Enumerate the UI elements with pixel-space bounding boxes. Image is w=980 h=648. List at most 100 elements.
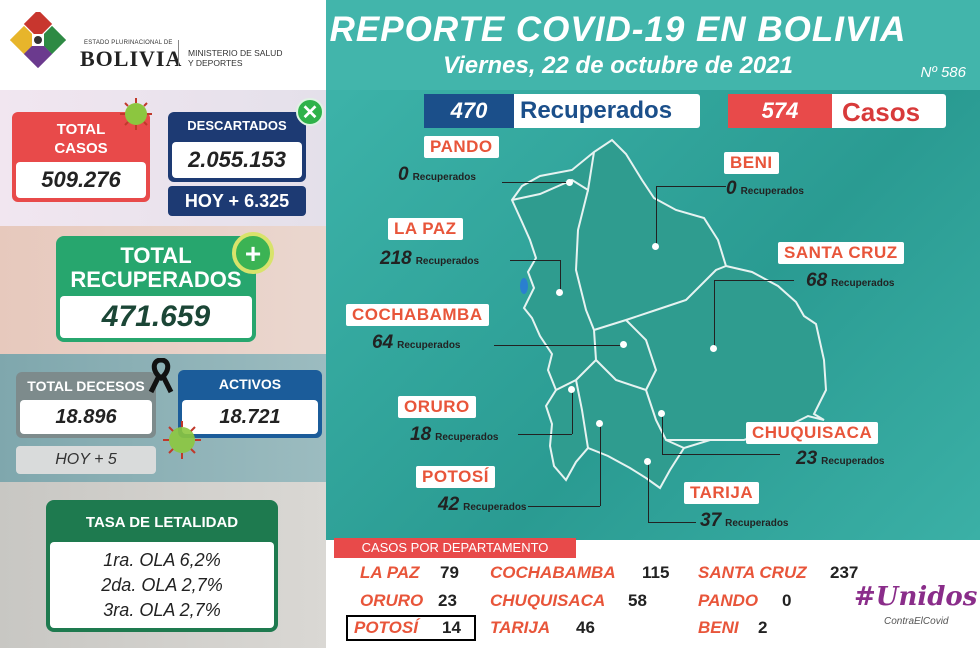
connector-line	[714, 280, 715, 350]
map-dot	[710, 345, 717, 352]
map-unit: Recuperados	[821, 456, 885, 467]
cases-dept-value: 46	[576, 618, 595, 637]
map-dot	[620, 341, 627, 348]
map-dot	[596, 420, 603, 427]
cases-dept-value: 58	[628, 591, 647, 610]
lethality-label: TASA DE LETALIDAD	[85, 514, 239, 531]
map-label-chuquisaca: CHUQUISACA	[746, 422, 879, 444]
daily-recovered-pill: 470 Recuperados	[424, 94, 700, 128]
map-unit: Recuperados	[831, 278, 895, 289]
connector-line	[560, 260, 561, 292]
map-label-beni: BENI	[724, 152, 779, 174]
map-unit: Recuperados	[397, 340, 461, 351]
map-unit: Recuperados	[435, 432, 499, 443]
daily-recovered-value: 470	[424, 94, 514, 128]
map-label-potosi: POTOSÍ	[416, 466, 495, 488]
connector-line	[648, 522, 696, 523]
cases-dept-value: 14	[442, 618, 461, 637]
total-cases-card: TOTAL CASOS 509.276	[12, 112, 150, 202]
total-cases-value: 509.276	[16, 162, 146, 198]
cases-dept-name: POTOSÍ	[354, 618, 418, 637]
connector-line	[662, 414, 663, 454]
ministry-name: MINISTERIO DE SALUD Y DEPORTES	[188, 48, 283, 68]
map-number: 42	[438, 494, 460, 515]
cases-dept-name: TARIJA	[490, 618, 551, 637]
map-unit: Recuperados	[412, 172, 476, 183]
logo-bolivia-text: BOLIVIA	[80, 46, 183, 71]
map-number: 64	[372, 332, 394, 353]
connector-line	[714, 280, 794, 281]
connector-line	[662, 454, 780, 455]
map-dot	[566, 179, 573, 186]
unidos-campaign-logo: #Unidos ContraElCovid	[850, 582, 978, 638]
cases-dept-name: ORURO	[360, 591, 424, 610]
discarded-today: HOY + 6.325	[168, 186, 306, 216]
daily-cases-label: Casos	[842, 97, 921, 127]
map-value-la-paz: 218 Recuperados	[380, 248, 479, 270]
map-dot	[658, 410, 665, 417]
cases-dept-name: COCHABAMBA	[490, 563, 616, 582]
cases-dept-value: 79	[440, 563, 459, 582]
logo-subtitle: ESTADO PLURINACIONAL DE	[84, 40, 173, 46]
map-value-santa-cruz: 68 Recuperados	[806, 270, 895, 292]
connector-line	[528, 506, 600, 507]
campaign-hashtag: #Unidos	[854, 582, 978, 612]
title-banner	[326, 0, 980, 90]
virus-icon	[163, 421, 201, 459]
map-value-oruro: 18 Recuperados	[410, 424, 499, 446]
connector-line	[518, 434, 572, 435]
map-label-santa-cruz: SANTA CRUZ	[778, 242, 904, 264]
map-label-cochabamba: COCHABAMBA	[346, 304, 489, 326]
map-dot	[644, 458, 651, 465]
bolivia-emblem-icon	[10, 12, 66, 68]
map-dot	[556, 289, 563, 296]
map-unit: Recuperados	[415, 256, 480, 267]
close-circle-icon: ✕	[296, 98, 324, 126]
map-number: 18	[410, 424, 432, 445]
cases-by-department-header: CASOS POR DEPARTAMENTO	[334, 538, 576, 558]
map-number: 37	[700, 510, 722, 531]
total-recovered-value: 471.659	[60, 296, 252, 338]
map-dot	[652, 243, 659, 250]
discarded-label: DESCARTADOS	[187, 118, 287, 133]
map-number: 0	[726, 178, 737, 199]
total-deaths-label: TOTAL DECESOS	[27, 378, 145, 394]
cases-dept-name: LA PAZ	[360, 563, 420, 582]
map-label-pando: PANDO	[424, 136, 499, 158]
connector-line	[648, 462, 649, 522]
cases-dept-value: 115	[642, 563, 670, 582]
map-unit: Recuperados	[725, 518, 789, 529]
connector-line	[494, 345, 624, 346]
lethality-rate-card: TASA DE LETALIDAD 1ra. OLA 6,2% 2da. OLA…	[46, 500, 278, 632]
cases-dept-name: PANDO	[698, 591, 759, 610]
connector-line	[510, 260, 560, 261]
lethality-row: 1ra. OLA 6,2%	[103, 550, 221, 570]
cases-dept-value: 237	[830, 563, 859, 582]
map-value-pando: 0 Recuperados	[398, 164, 476, 186]
map-number: 68	[806, 270, 828, 291]
map-number: 23	[796, 448, 818, 469]
map-value-cochabamba: 64 Recuperados	[372, 332, 461, 354]
report-date: Viernes, 22 de octubre de 2021	[443, 52, 793, 79]
connector-line	[572, 390, 573, 434]
report-title: REPORTE COVID-19 EN BOLIVIA	[329, 10, 907, 49]
map-value-beni: 0 Recuperados	[726, 178, 804, 200]
map-unit: Recuperados	[463, 502, 527, 513]
map-label-oruro: ORURO	[398, 396, 476, 418]
highlight-box	[346, 615, 476, 641]
map-label-la-paz: LA PAZ	[388, 218, 463, 240]
mourning-ribbon-icon	[148, 358, 174, 394]
cases-dept-value: 2	[758, 618, 768, 637]
map-label-tarija: TARIJA	[684, 482, 760, 504]
map-unit: Recuperados	[740, 186, 804, 197]
plus-circle-icon: +	[232, 232, 274, 274]
logo-divider	[178, 40, 179, 66]
map-value-chuquisaca: 23 Recuperados	[796, 448, 885, 470]
cases-dept-name: BENI	[698, 618, 739, 637]
deaths-today: HOY + 5	[16, 446, 156, 474]
lake-titicaca	[520, 278, 528, 294]
connector-line	[656, 186, 726, 187]
connector-line	[600, 424, 601, 506]
lethality-rows: 1ra. OLA 6,2% 2da. OLA 2,7% 3ra. OLA 2,7…	[50, 542, 274, 628]
